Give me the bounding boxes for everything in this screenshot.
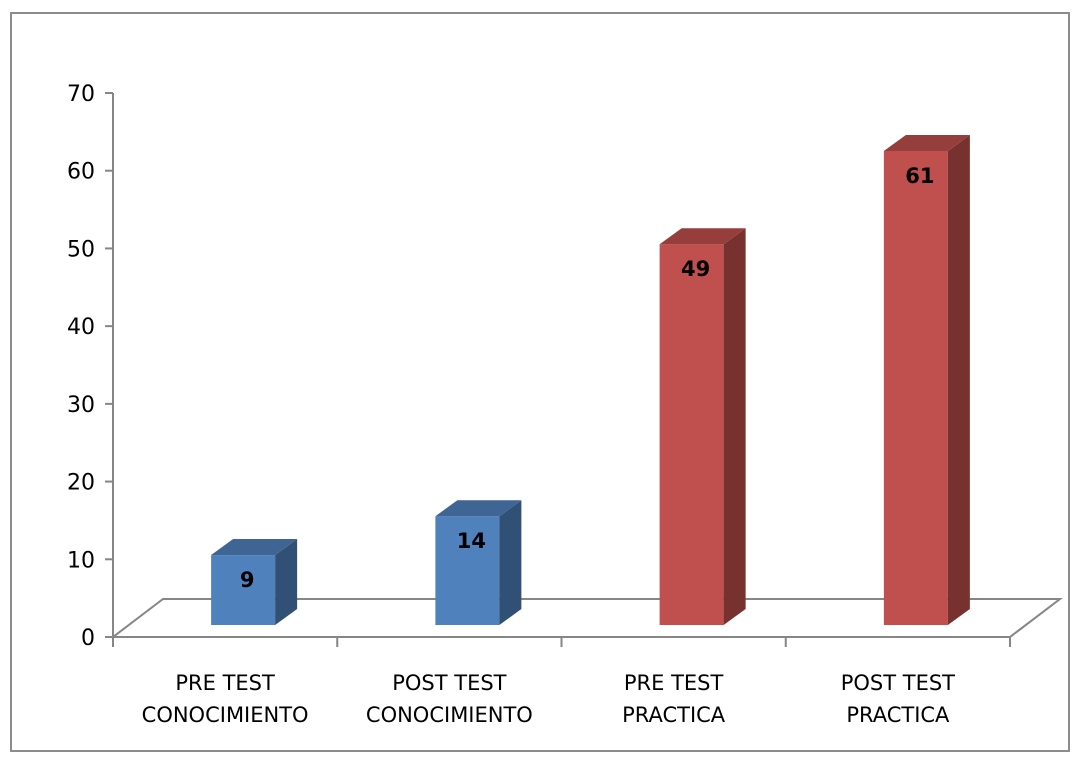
- x-category-label: POST TEST: [841, 671, 955, 695]
- bar-side: [275, 539, 298, 625]
- bar-front: [435, 516, 500, 625]
- axes: [105, 92, 1063, 647]
- y-tick-label: 0: [81, 626, 95, 651]
- bar: [659, 228, 746, 625]
- y-tick-label: 70: [67, 82, 95, 107]
- bars: [211, 134, 970, 625]
- y-tick-label: 60: [67, 160, 95, 185]
- bar: [435, 500, 522, 625]
- chart-floor: [110, 598, 1063, 638]
- y-tick-label: 30: [67, 393, 95, 418]
- x-category-label: PRE TEST: [624, 671, 724, 695]
- bar-value-label: 49: [681, 257, 710, 281]
- bar-value-label: 14: [457, 529, 486, 553]
- bar: [883, 134, 970, 625]
- y-tick-label: 40: [67, 315, 95, 340]
- bar-front: [211, 555, 276, 625]
- labels: 0 10 20 30 40 50 60 70 9 PRE TEST CONOCIMIENTO 14 PO…: [67, 82, 955, 727]
- bar-top: [211, 539, 298, 556]
- bar-front: [883, 150, 948, 625]
- bar: [211, 539, 298, 625]
- bar-front: [659, 244, 724, 625]
- bar-side: [947, 134, 970, 625]
- bar-top: [659, 228, 746, 245]
- bar-top: [435, 500, 522, 517]
- x-category-label: CONOCIMIENTO: [366, 703, 533, 727]
- x-category-label: PRE TEST: [175, 671, 275, 695]
- y-tick-label: 20: [67, 471, 95, 496]
- x-category-label: PRACTICA: [622, 703, 726, 727]
- x-category-label: PRACTICA: [846, 703, 950, 727]
- bar-side: [723, 228, 746, 625]
- y-tick-label: 10: [67, 548, 95, 573]
- bar-top: [883, 134, 970, 151]
- x-category-label: CONOCIMIENTO: [142, 703, 309, 727]
- x-category-label: POST TEST: [392, 671, 506, 695]
- bar-value-label: 61: [905, 164, 934, 188]
- bar-value-label: 9: [240, 568, 255, 592]
- bar-side: [499, 500, 522, 625]
- y-tick-label: 50: [67, 237, 95, 262]
